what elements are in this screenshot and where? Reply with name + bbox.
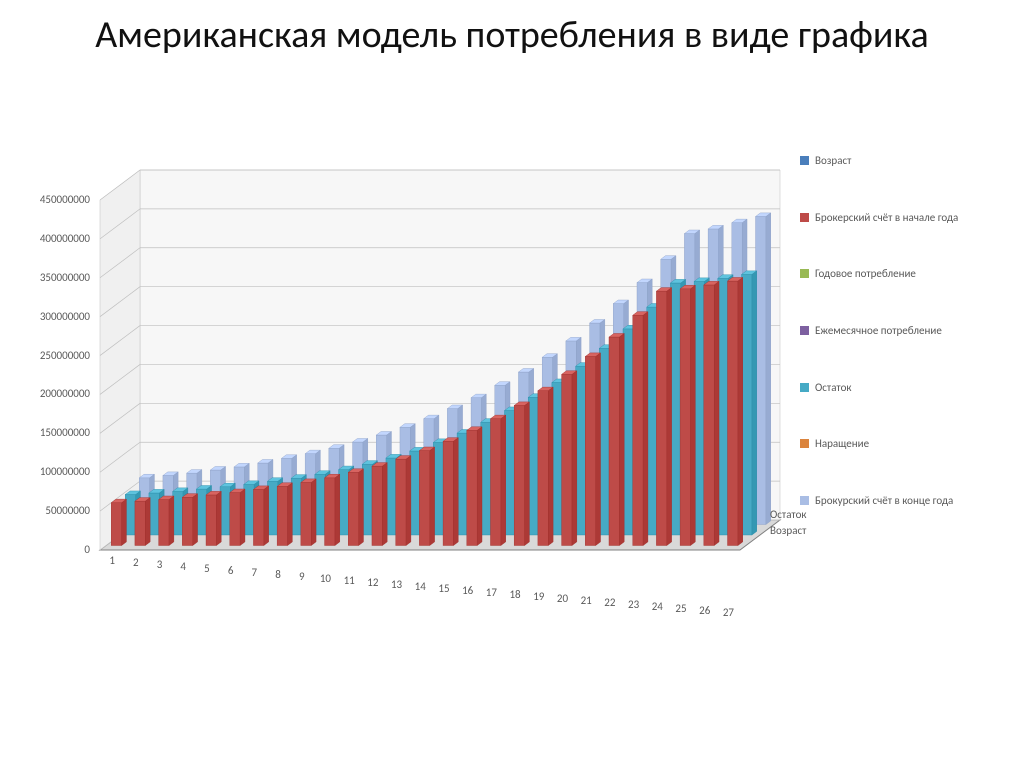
legend-label: Годовое потребление [815, 268, 916, 281]
x-axis-tick: 6 [222, 564, 240, 577]
legend-swatch [800, 156, 809, 165]
x-axis-tick: 4 [174, 560, 192, 573]
x-axis-tick: 22 [601, 596, 619, 609]
x-axis-tick: 3 [151, 558, 169, 571]
x-axis-tick: 18 [506, 588, 524, 601]
legend-item: Наращение [800, 438, 1010, 451]
legend-item: Возраст [800, 155, 1010, 168]
legend-label: Брокурский счёт в конце года [815, 495, 953, 508]
x-axis-tick: 10 [316, 572, 334, 585]
x-axis-tick: 24 [648, 600, 666, 613]
x-axis-tick: 5 [198, 562, 216, 575]
legend-swatch [800, 326, 809, 335]
x-axis-tick: 1 [103, 554, 121, 567]
legend-item: Брокерский счёт в начале года [800, 212, 1010, 225]
x-axis-tick: 11 [340, 574, 358, 587]
legend-item: Годовое потребление [800, 268, 1010, 281]
depth-axis-label: Возраст [770, 524, 806, 537]
x-axis-tick: 25 [672, 602, 690, 615]
bar-chart-3d [12, 150, 782, 610]
legend-swatch [800, 439, 809, 448]
legend: Возраст Брокерский счёт в начале года Годо… [800, 155, 1010, 551]
y-axis-tick: 250000000 [20, 349, 90, 362]
y-axis-tick: 150000000 [20, 426, 90, 439]
depth-axis-label: Остаток [770, 508, 806, 521]
legend-item: Остаток [800, 382, 1010, 395]
x-axis-tick: 15 [435, 582, 453, 595]
y-axis-tick: 400000000 [20, 232, 90, 245]
x-axis-tick: 21 [577, 594, 595, 607]
x-axis-tick: 7 [245, 566, 263, 579]
legend-label: Наращение [815, 438, 869, 451]
legend-label: Брокерский счёт в начале года [815, 212, 958, 225]
legend-swatch [800, 496, 809, 505]
y-axis-tick: 300000000 [20, 310, 90, 323]
legend-swatch [800, 383, 809, 392]
legend-label: Остаток [815, 382, 851, 395]
chart-area: 0 50000000 100000000 150000000 200000000 2500… [12, 150, 782, 610]
chart-title: Американская модель потребления в виде г… [0, 0, 1024, 68]
y-axis-tick: 0 [20, 543, 90, 556]
legend-swatch [800, 269, 809, 278]
x-axis-tick: 16 [459, 584, 477, 597]
x-axis-tick: 13 [388, 578, 406, 591]
legend-label: Ежемесячное потребление [815, 325, 942, 338]
y-axis-tick: 200000000 [20, 387, 90, 400]
x-axis-tick: 26 [696, 604, 714, 617]
x-axis-tick: 23 [625, 598, 643, 611]
legend-label: Возраст [815, 155, 851, 168]
legend-item: Ежемесячное потребление [800, 325, 1010, 338]
x-axis-tick: 2 [127, 556, 145, 569]
y-axis-tick: 450000000 [20, 193, 90, 206]
legend-swatch [800, 213, 809, 222]
x-axis-tick: 17 [482, 586, 500, 599]
y-axis-tick: 100000000 [20, 465, 90, 478]
x-axis-tick: 14 [411, 580, 429, 593]
x-axis-tick: 8 [269, 568, 287, 581]
y-axis-tick: 350000000 [20, 271, 90, 284]
x-axis-tick: 9 [293, 570, 311, 583]
x-axis-tick: 19 [530, 590, 548, 603]
x-axis-tick: 20 [553, 592, 571, 605]
y-axis-tick: 50000000 [20, 504, 90, 517]
x-axis-tick: 27 [719, 606, 737, 619]
legend-item: Брокурский счёт в конце года [800, 495, 1010, 508]
x-axis-tick: 12 [364, 576, 382, 589]
